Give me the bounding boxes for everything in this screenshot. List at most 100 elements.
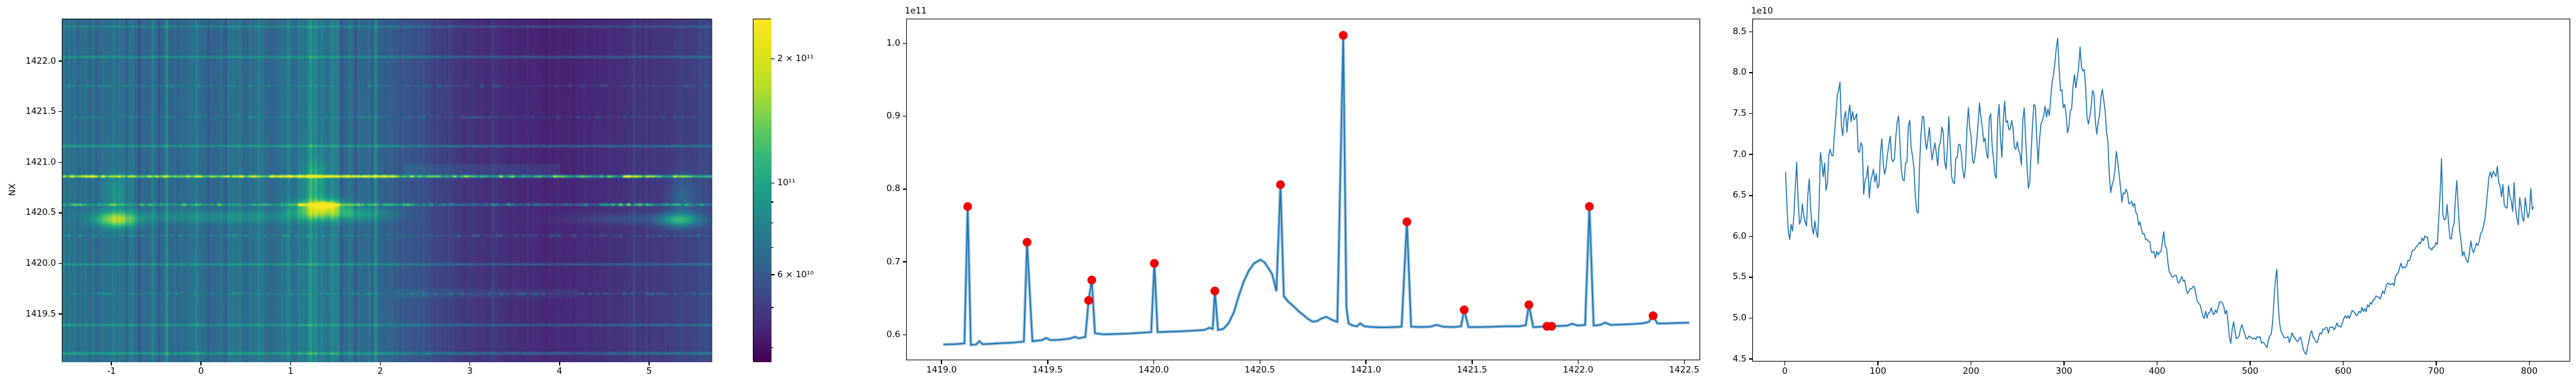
x-tick-mark: [379, 362, 381, 365]
spectrum-line: [943, 34, 1689, 346]
x-tick-label: 1420.0: [1138, 365, 1170, 375]
colorbar-tick-label: 2 × 10¹¹: [777, 53, 814, 64]
colorbar-tick-mark: [771, 182, 775, 184]
peak-marker: [1402, 217, 1412, 226]
x-tick-label: 1: [288, 366, 294, 376]
peak-marker: [1585, 202, 1594, 211]
colorbar-tick-label: 10¹¹: [777, 178, 796, 188]
x-tick-mark: [1365, 360, 1367, 364]
spectrum-line-halo: [943, 35, 1689, 347]
y-tick-mark: [902, 115, 906, 117]
y-tick-mark: [1748, 195, 1752, 196]
x-tick-label: 400: [2148, 366, 2166, 376]
x-tick-label: 600: [2334, 366, 2352, 376]
peak-marker: [1210, 286, 1220, 296]
y-tick-label: 1421.0: [25, 156, 56, 167]
x-tick-label: 700: [2428, 366, 2445, 376]
x-tick-label: -1: [107, 366, 116, 376]
x-tick-mark: [941, 360, 942, 364]
x-tick-label: 800: [2521, 366, 2538, 376]
timeseries-plot-area: [1752, 19, 2570, 362]
x-tick-mark: [2156, 362, 2158, 365]
x-tick-mark: [1472, 360, 1473, 364]
colorbar-tick-mark: [771, 58, 775, 59]
peak-marker: [1547, 322, 1557, 331]
colorbar-minor-tick-mark: [771, 246, 773, 248]
spectrum-line-chart: [943, 31, 1689, 347]
y-tick-label: 1420.0: [25, 257, 56, 268]
x-tick-label: 300: [2056, 366, 2072, 376]
y-tick-label: 1421.5: [25, 106, 56, 117]
colorbar-minor-tick-mark: [771, 347, 773, 348]
x-tick-label: 5: [646, 366, 652, 376]
y-tick-label: 8.5: [1732, 26, 1747, 37]
x-tick-mark: [1970, 362, 1972, 365]
x-tick-mark: [2342, 362, 2344, 365]
peak-marker: [1459, 305, 1469, 315]
x-tick-label: 1419.5: [1032, 365, 1063, 375]
y-tick-mark: [1748, 317, 1752, 319]
x-tick-label: 0: [198, 366, 204, 376]
spectrum-offset-label: 1e11: [905, 6, 927, 16]
x-tick-mark: [2528, 362, 2530, 365]
x-tick-mark: [290, 362, 292, 365]
y-tick-mark: [58, 212, 62, 214]
y-tick-label: 0.6: [886, 329, 900, 340]
y-tick-label: 7.5: [1732, 108, 1747, 119]
x-tick-label: 500: [2242, 366, 2259, 376]
x-tick-mark: [111, 362, 112, 365]
x-tick-mark: [1153, 360, 1155, 364]
peak-marker: [1649, 311, 1658, 320]
y-tick-label: 1.0: [886, 37, 900, 48]
x-tick-label: 100: [1870, 366, 1886, 376]
y-tick-label: 6.5: [1732, 190, 1747, 201]
x-tick-mark: [649, 362, 650, 365]
y-tick-label: 5.0: [1732, 313, 1747, 324]
x-tick-mark: [1683, 360, 1685, 364]
y-tick-mark: [902, 261, 906, 262]
y-tick-label: 0.9: [886, 111, 900, 122]
x-tick-mark: [559, 362, 560, 365]
colorbar-minor-tick-mark: [771, 307, 773, 308]
peak-marker: [1150, 259, 1159, 268]
x-tick-label: 2: [377, 366, 383, 376]
peak-marker: [963, 202, 972, 211]
y-tick-mark: [902, 42, 906, 44]
x-tick-mark: [1577, 360, 1579, 364]
x-tick-label: 0: [1782, 366, 1788, 376]
y-tick-label: 5.5: [1732, 271, 1747, 282]
x-tick-mark: [2063, 362, 2065, 365]
colorbar-gradient: [753, 19, 772, 362]
y-tick-mark: [1748, 154, 1752, 155]
y-tick-mark: [902, 334, 906, 336]
y-tick-mark: [1748, 358, 1752, 360]
x-tick-mark: [1259, 360, 1261, 364]
y-tick-mark: [1748, 113, 1752, 115]
colorbar-tick-mark: [771, 274, 775, 275]
y-tick-mark: [58, 161, 62, 163]
x-tick-label: 3: [467, 366, 473, 376]
colorbar-minor-tick-mark: [771, 201, 773, 203]
y-tick-label: 1420.5: [25, 207, 56, 218]
peak-marker: [1087, 275, 1097, 285]
spectrum-plot-area: [906, 19, 1700, 360]
x-tick-label: 1422.0: [1562, 365, 1594, 375]
x-tick-mark: [200, 362, 202, 365]
x-tick-mark: [469, 362, 471, 365]
timeseries-line: [1785, 37, 2534, 355]
y-tick-mark: [58, 111, 62, 113]
x-tick-mark: [1047, 360, 1048, 364]
y-tick-label: 4.5: [1732, 353, 1747, 364]
x-tick-label: 1422.5: [1669, 365, 1700, 375]
colorbar: [753, 19, 772, 362]
x-tick-mark: [1784, 362, 1786, 365]
y-tick-mark: [1748, 31, 1752, 33]
peak-marker: [1084, 296, 1094, 305]
x-tick-label: 200: [1962, 366, 1980, 376]
peak-marker: [1524, 300, 1533, 309]
heatmap-plot-area: [62, 19, 712, 362]
y-tick-label: 0.7: [886, 256, 900, 267]
timeseries-line-chart: [1785, 37, 2534, 355]
x-tick-label: 1420.5: [1244, 365, 1275, 375]
